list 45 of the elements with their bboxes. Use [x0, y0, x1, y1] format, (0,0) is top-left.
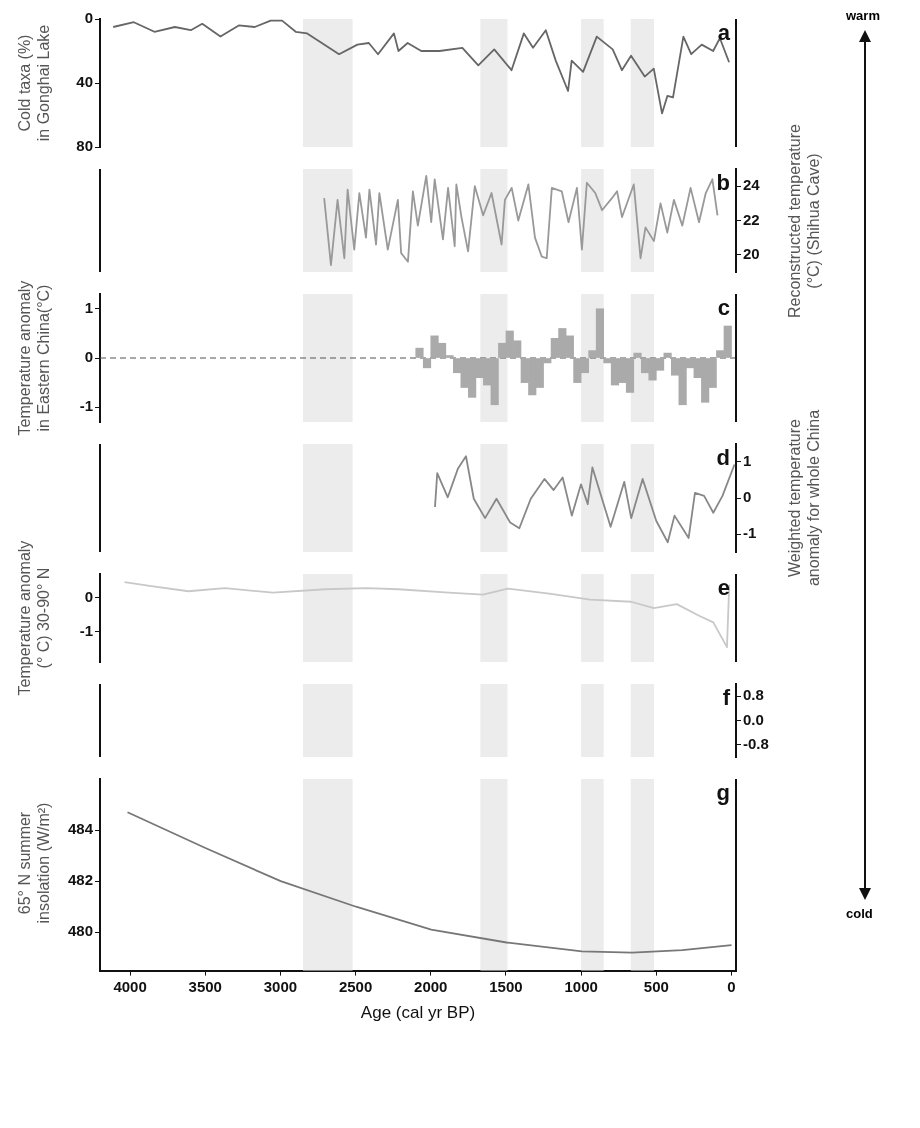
text: warm — [846, 8, 880, 23]
x-tick-label: 1000 — [564, 977, 598, 995]
annotation: e — [717, 575, 730, 601]
y2-axis-title: Reconstructed temperature (°C) (Shihua Cave) — [785, 123, 823, 318]
y-tick-label: -1 — [79, 621, 93, 639]
y2-tick-label: 20 — [743, 244, 760, 262]
y-tick-label: 0 — [84, 587, 93, 605]
y-tick-label: -1 — [79, 397, 93, 415]
x-tick-label: 3000 — [263, 977, 298, 995]
annotation: a — [717, 20, 731, 46]
annotation: b — [716, 170, 730, 196]
text: cold — [846, 906, 873, 921]
y-tick-label: 0 — [84, 9, 93, 27]
y2-tick-label: 24 — [743, 176, 761, 194]
y-tick-label: 80 — [76, 137, 93, 155]
y-axis-title: Temperature anomaly (° C) 30-90° N — [15, 540, 53, 696]
y2-tick-label: -1 — [743, 524, 757, 542]
annotation: f — [722, 685, 731, 711]
y-axis-title: Cold taxa (%) in Gonghai Lake — [15, 24, 53, 142]
x-tick-label: 2500 — [338, 977, 373, 995]
y-tick-label: 484 — [67, 820, 94, 838]
y-tick-label: 482 — [67, 871, 93, 889]
y-tick-label: 480 — [67, 922, 93, 940]
y-tick-label: 1 — [84, 298, 93, 316]
y2-axis-title: Weighted temperature anomaly for whole China — [785, 409, 823, 587]
annotation: d — [716, 445, 730, 471]
x-tick-label: 4000 — [113, 977, 147, 995]
y-axis-title: Temperature anomaly in Eastern China(°C) — [15, 280, 53, 436]
x-tick-label: 0 — [727, 977, 736, 995]
annotation: c — [717, 295, 730, 321]
x-tick-label: 2000 — [414, 977, 448, 995]
x-axis-title: Age (cal yr BP) — [360, 1003, 476, 1023]
y-tick-label: 40 — [76, 73, 93, 91]
x-tick-label: 3500 — [188, 977, 222, 995]
y-axis-title: 65° N summer insolation (W/m²) — [15, 802, 53, 924]
y2-tick-label: 1 — [743, 452, 752, 470]
x-tick-label: 1500 — [489, 977, 523, 995]
x-tick-label: 500 — [643, 977, 669, 995]
y2-tick-label: 0 — [743, 488, 752, 506]
y-tick-label: 0 — [84, 348, 93, 366]
y2-tick-label: -0.8 — [743, 734, 769, 752]
y2-tick-label: 0.8 — [743, 686, 764, 704]
annotation: g — [716, 780, 730, 806]
y2-tick-label: 0.0 — [743, 710, 764, 728]
y2-tick-label: 22 — [743, 210, 760, 228]
